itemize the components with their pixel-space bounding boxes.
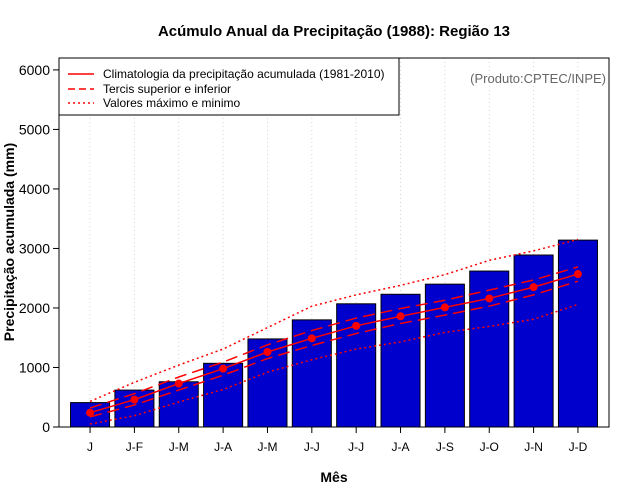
x-tick-label: J-A xyxy=(214,440,232,454)
y-tick-label: 4000 xyxy=(19,181,50,197)
y-axis-label: Precipitação acumulada (mm) xyxy=(1,143,17,341)
y-tick-label: 0 xyxy=(42,419,50,435)
legend-box xyxy=(58,57,400,116)
data-point xyxy=(263,348,272,357)
series-lines xyxy=(86,238,582,425)
legend: Climatologia da precipitação acumulada (… xyxy=(58,57,400,116)
product-annotation: (Produto:CPTEC/INPE) xyxy=(470,71,606,86)
bars xyxy=(70,239,598,428)
y-tick-label: 6000 xyxy=(19,62,50,78)
x-tick-label: J-S xyxy=(436,440,454,454)
y-tick-label: 2000 xyxy=(19,300,50,316)
data-point xyxy=(396,312,405,321)
data-point xyxy=(440,303,449,312)
x-tick-label: J-O xyxy=(480,440,499,454)
x-tick-label: J-A xyxy=(392,440,410,454)
y-axis: 0 1000 2000 3000 4000 5000 6000 xyxy=(19,62,59,435)
x-axis: J J-F J-M J-A J-M J-J J-J J-A J-S J-O J-N J-D xyxy=(87,427,588,454)
data-point xyxy=(86,408,95,417)
x-tick-label: J-F xyxy=(126,440,143,454)
bar xyxy=(513,254,554,428)
x-tick-label: J xyxy=(87,440,93,454)
chart-title: Acúmulo Anual da Precipitação (1988): Re… xyxy=(158,23,510,40)
data-point xyxy=(352,321,361,330)
x-axis-label: Mês xyxy=(320,469,347,485)
y-tick-label: 5000 xyxy=(19,121,50,137)
legend-label-extremos: Valores máximo e minimo xyxy=(103,96,240,110)
series-line xyxy=(89,273,579,414)
y-tick-label: 1000 xyxy=(19,359,50,375)
data-point xyxy=(174,379,183,388)
bar xyxy=(469,270,510,428)
legend-label-tercis: Tercis superior e inferior xyxy=(103,82,231,96)
bar xyxy=(557,239,598,428)
data-point xyxy=(130,395,139,404)
data-point xyxy=(485,294,494,303)
x-tick-label: J-M xyxy=(169,440,189,454)
data-point xyxy=(307,334,316,343)
legend-label-climatologia: Climatologia da precipitação acumulada (… xyxy=(103,67,385,81)
x-tick-label: J-J xyxy=(304,440,320,454)
data-point xyxy=(573,270,582,279)
y-tick-label: 3000 xyxy=(19,240,50,256)
series-line xyxy=(89,266,579,409)
data-point xyxy=(219,364,228,373)
x-tick-label: J-J xyxy=(348,440,364,454)
x-tick-label: J-M xyxy=(257,440,277,454)
series-line xyxy=(89,280,579,418)
x-tick-label: J-N xyxy=(524,440,543,454)
x-tick-label: J-D xyxy=(569,440,588,454)
data-point xyxy=(529,283,538,292)
bar xyxy=(203,362,244,428)
